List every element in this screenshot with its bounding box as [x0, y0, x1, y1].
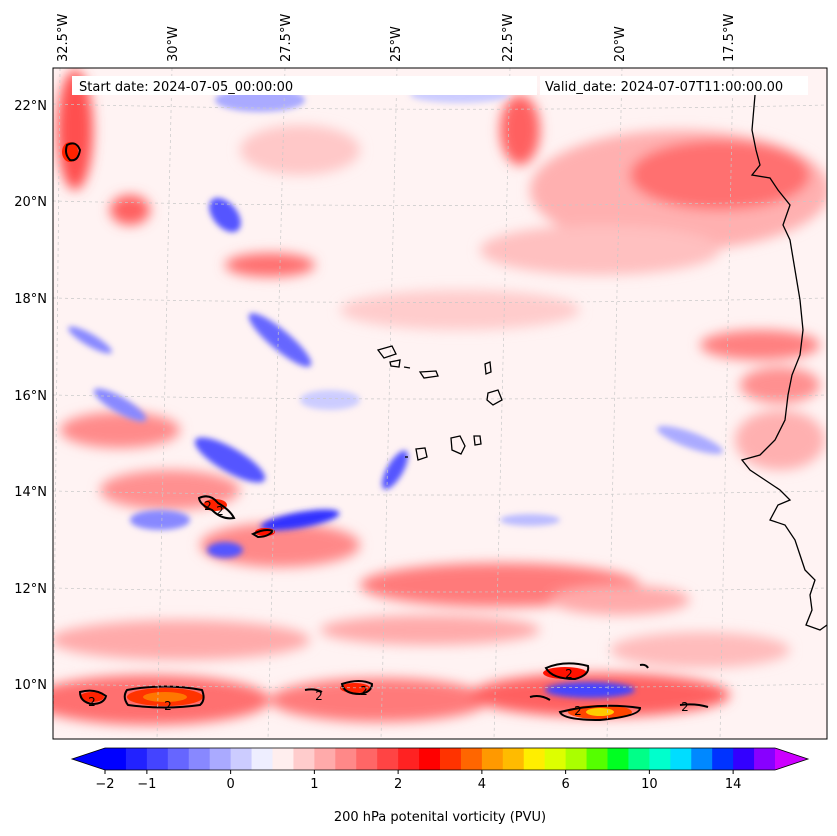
lon-label: 17.5°W	[722, 14, 737, 62]
latitude-labels: 22°N 20°N 18°N 16°N 14°N 12°N 10°N	[14, 99, 47, 693]
contour-label: 2	[88, 695, 96, 709]
lon-label: 20°W	[613, 26, 628, 62]
colorbar-cell	[670, 748, 692, 770]
lat-label: 14°N	[14, 485, 47, 500]
longitude-labels: 32.5°W 30°W 27.5°W 25°W 22.5°W 20°W 17.5…	[56, 14, 737, 62]
pv-field-positive	[53, 70, 827, 725]
colorbar-cell	[272, 748, 295, 770]
contour-label: 2	[216, 504, 224, 518]
lon-label: 32.5°W	[56, 14, 71, 62]
lat-label: 20°N	[14, 195, 47, 210]
lon-label: 30°W	[166, 26, 181, 62]
colorbar-under-arrow	[72, 748, 105, 770]
colorbar-cell	[230, 748, 253, 770]
colorbar-tick-label: 2	[394, 777, 402, 792]
colorbar-cell	[335, 748, 357, 770]
colorbar-label: 200 hPa potenital vorticity (PVU)	[334, 810, 546, 825]
lat-label: 16°N	[14, 389, 47, 404]
colorbar-cell	[209, 748, 232, 770]
contour-label: 2	[565, 667, 573, 681]
colorbar-tick-label: −2	[95, 777, 114, 792]
contour-label: 2	[164, 699, 172, 713]
colorbar: −2 −1 0 1 2 4 6 10 14 200 hPa potenital vorticit…	[70, 747, 810, 825]
lon-label: 25°W	[389, 26, 404, 62]
africa-coastline	[740, 94, 827, 631]
colorbar-cell	[188, 748, 211, 770]
contour-labels: 2 2 2 2 2 2 2 2 2	[88, 499, 689, 718]
colorbar-cell	[167, 748, 190, 770]
colorbar-cell	[754, 748, 776, 770]
pv-field-negative	[68, 87, 724, 698]
colorbar-cell	[293, 748, 315, 770]
colorbar-tick-label: 6	[561, 777, 569, 792]
colorbar-cell	[544, 748, 567, 770]
colorbar-cell	[105, 748, 127, 770]
cape-verde-islands	[376, 345, 503, 461]
colorbar-tick-label: 1	[310, 777, 318, 792]
graticule	[53, 68, 827, 739]
start-date-text: Start date: 2024-07-05_00:00:00	[79, 80, 293, 95]
colorbar-cell	[628, 748, 650, 770]
colorbar-cell	[377, 748, 399, 770]
colorbar-cell	[356, 748, 378, 770]
colorbar-cell	[146, 748, 169, 770]
lon-label: 22.5°W	[501, 14, 516, 62]
colorbar-cell	[712, 748, 734, 770]
colorbar-tick-label: 4	[478, 777, 486, 792]
colorbar-cell	[440, 748, 462, 770]
contour-label: 2	[204, 499, 212, 513]
colorbar-over-arrow	[775, 748, 808, 770]
colorbar-cell	[460, 748, 483, 770]
contour-label: 2	[315, 689, 323, 703]
colorbar-cell	[314, 748, 336, 770]
valid-date-text: Valid_date: 2024-07-07T11:00:00.00	[545, 80, 783, 95]
header-bar: Start date: 2024-07-05_00:00:00 Valid_da…	[72, 76, 808, 95]
valid-date-box	[540, 76, 808, 95]
start-date-box	[72, 76, 537, 95]
colorbar-tick-label: 10	[641, 777, 658, 792]
colorbar-cell	[733, 748, 755, 770]
contour-label: 2	[681, 700, 689, 714]
lat-label: 18°N	[14, 292, 47, 307]
colorbar-cell	[607, 748, 630, 770]
colorbar-tick-label: −1	[137, 777, 156, 792]
colorbar-cell	[586, 748, 609, 770]
colorbar-cell	[502, 748, 525, 770]
colorbar-tick-label: 14	[725, 777, 742, 792]
plot-frame	[52, 67, 828, 740]
colorbar-cell	[481, 748, 504, 770]
colorbar-ticks: −2 −1 0 1 2 4 6 10 14	[95, 770, 741, 792]
colorbar-cells	[105, 748, 776, 770]
colorbar-cell	[251, 748, 274, 770]
map-plot-area: 2 2 2 2 2 2 2 2 2	[53, 68, 827, 739]
lon-label: 27.5°W	[279, 14, 294, 62]
colorbar-cell	[125, 748, 148, 770]
lat-label: 12°N	[14, 582, 47, 597]
contour-label: 2	[574, 704, 582, 718]
colorbar-cell	[649, 748, 671, 770]
colorbar-tick-label: 0	[226, 777, 234, 792]
colorbar-cell	[419, 748, 441, 770]
contour-label: 2	[360, 684, 368, 698]
colorbar-cell	[523, 748, 546, 770]
colorbar-cell	[565, 748, 588, 770]
lat-label: 10°N	[14, 678, 47, 693]
lat-label: 22°N	[14, 99, 47, 114]
colorbar-cell	[691, 748, 713, 770]
colorbar-cell	[398, 748, 420, 770]
